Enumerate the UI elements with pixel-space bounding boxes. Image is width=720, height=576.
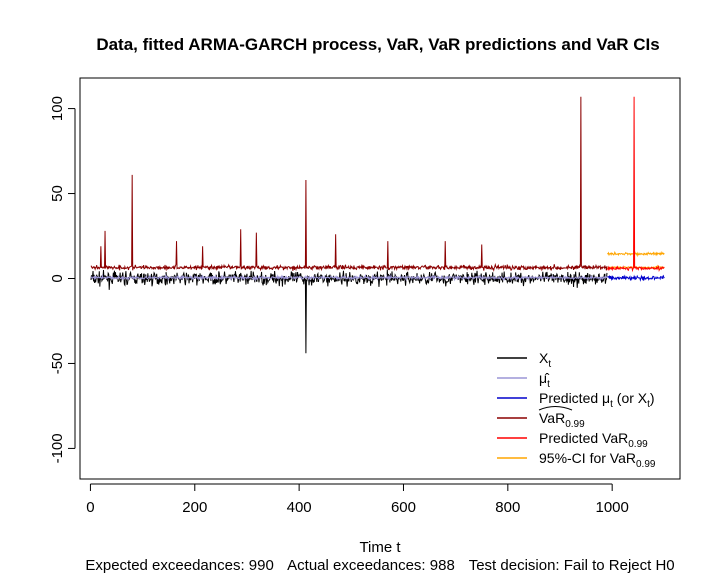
test-decision-value: Fail to Reject H0 bbox=[564, 557, 675, 574]
legend-entry: Predicted VaR0.99 bbox=[539, 430, 648, 450]
y-tick-label: -50 bbox=[49, 353, 66, 375]
y-axis: -100 -50 0 50 100 bbox=[49, 96, 76, 463]
plot-frame bbox=[79, 77, 681, 480]
series-layer bbox=[90, 96, 665, 354]
x-axis: 0 200 400 600 800 1000 bbox=[86, 483, 629, 516]
footer-line: Expected exceedances: 990 Actual exceeda… bbox=[85, 557, 674, 574]
x-axis-label: Time t bbox=[359, 539, 401, 556]
y-tick-label: 50 bbox=[49, 185, 66, 202]
actual-exceedances-label: Actual exceedances: bbox=[287, 557, 425, 574]
x-tick-label: 1000 bbox=[595, 499, 628, 516]
test-decision-label: Test decision: bbox=[469, 557, 560, 574]
ci-lower-line bbox=[607, 217, 665, 271]
actual-exceedances-value: 988 bbox=[430, 557, 455, 574]
y-tick-label: -100 bbox=[49, 433, 66, 463]
x-tick-label: 400 bbox=[287, 499, 312, 516]
fitted-mu-line bbox=[90, 273, 608, 282]
legend-entry: Predicted μt (or Xt) bbox=[539, 390, 655, 410]
x-tick-label: 200 bbox=[182, 499, 207, 516]
ci-upper-line bbox=[607, 250, 665, 258]
chart-title: Data, fitted ARMA-GARCH process, VaR, Va… bbox=[96, 35, 659, 54]
predicted-var-line bbox=[607, 96, 665, 273]
predicted-mu-line bbox=[607, 274, 665, 282]
legend-entry: 95%-CI for VaR0.99 bbox=[539, 450, 656, 470]
y-tick-label: 0 bbox=[49, 274, 66, 282]
legend-entry: Xt bbox=[539, 350, 551, 370]
hat-mark bbox=[538, 406, 573, 411]
x-tick-label: 800 bbox=[495, 499, 520, 516]
legend-entry: μ̂t bbox=[539, 370, 550, 390]
x-tick-label: 0 bbox=[86, 499, 94, 516]
x-tick-label: 600 bbox=[391, 499, 416, 516]
expected-exceedances-label: Expected exceedances: bbox=[85, 557, 244, 574]
data-x-line bbox=[90, 269, 608, 354]
expected-exceedances-value: 990 bbox=[249, 557, 274, 574]
legend-entry: VaR0.99 bbox=[539, 410, 585, 430]
fitted-var-line bbox=[90, 96, 608, 272]
y-tick-label: 100 bbox=[49, 96, 66, 121]
